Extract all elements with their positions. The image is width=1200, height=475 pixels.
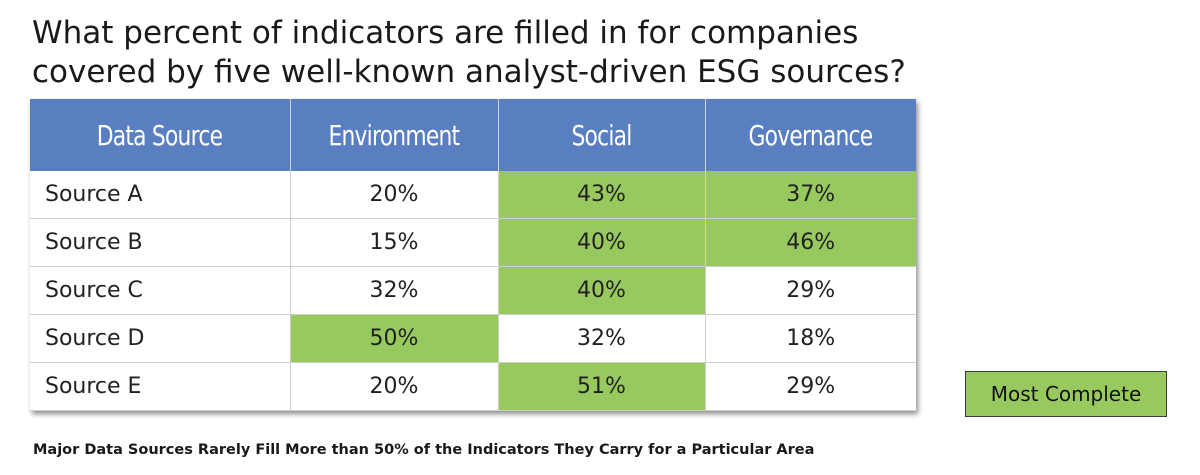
cell-environment: 20% xyxy=(290,171,499,219)
cell-governance: 29% xyxy=(705,266,916,315)
header-label: Environment xyxy=(328,118,461,152)
cell-source-name: Source B xyxy=(30,218,291,267)
header-environment: Environment xyxy=(290,99,499,171)
cell-source-name: Source D xyxy=(30,314,291,363)
cell-social: 32% xyxy=(498,314,706,363)
header-label: Data Source xyxy=(96,118,223,152)
chart-title: What percent of indicators are filled in… xyxy=(32,14,932,92)
cell-source-name: Source E xyxy=(30,362,291,411)
cell-source-name: Source C xyxy=(30,266,291,315)
table-body: Source A 20% 43% 37% Source B 15% 40% 46% Source… xyxy=(30,171,916,411)
cell-environment: 20% xyxy=(290,362,499,411)
table-row: Source A 20% 43% 37% xyxy=(30,171,916,219)
table-header-row: Data Source Environment Social Governanc… xyxy=(30,99,916,171)
cell-governance: 37% xyxy=(705,171,916,219)
header-data-source: Data Source xyxy=(30,99,291,171)
header-label: Governance xyxy=(748,118,874,152)
data-table-container: Data Source Environment Social Governanc… xyxy=(30,99,916,411)
title-line-1: What percent of indicators are filled in… xyxy=(32,15,859,51)
legend-most-complete: Most Complete xyxy=(965,371,1167,417)
cell-social: 51% xyxy=(498,362,706,411)
table-row: Source E 20% 51% 29% xyxy=(30,362,916,411)
cell-social: 40% xyxy=(498,266,706,315)
cell-governance: 46% xyxy=(705,218,916,267)
footnote: Major Data Sources Rarely Fill More than… xyxy=(33,442,815,458)
cell-source-name: Source A xyxy=(30,171,291,219)
header-social: Social xyxy=(498,99,706,171)
table-row: Source C 32% 40% 29% xyxy=(30,266,916,315)
header-governance: Governance xyxy=(705,99,916,171)
cell-environment: 50% xyxy=(290,314,499,363)
cell-social: 43% xyxy=(498,171,706,219)
title-line-2: covered by five well-known analyst-drive… xyxy=(32,54,906,90)
cell-governance: 29% xyxy=(705,362,916,411)
cell-environment: 15% xyxy=(290,218,499,267)
header-label: Social xyxy=(571,118,632,152)
cell-environment: 32% xyxy=(290,266,499,315)
cell-social: 40% xyxy=(498,218,706,267)
table-row: Source D 50% 32% 18% xyxy=(30,314,916,363)
table-row: Source B 15% 40% 46% xyxy=(30,218,916,267)
cell-governance: 18% xyxy=(705,314,916,363)
coverage-table: Data Source Environment Social Governanc… xyxy=(30,99,916,411)
